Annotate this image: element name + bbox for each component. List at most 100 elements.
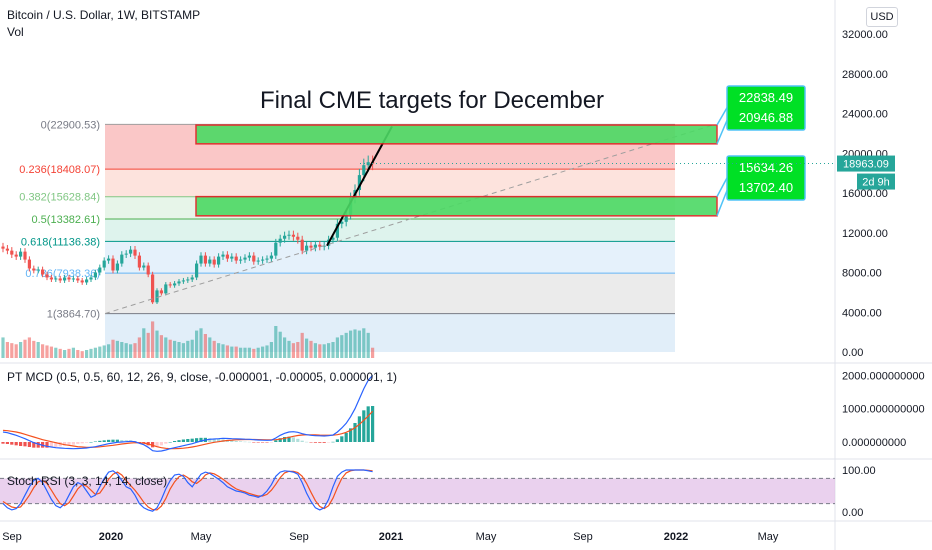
candle — [265, 258, 269, 260]
volume-bar — [137, 337, 141, 358]
candle — [102, 260, 106, 268]
volume-bar — [146, 332, 150, 358]
steep-trend-line[interactable] — [326, 125, 393, 247]
volume-bar — [199, 328, 203, 358]
macd-histogram-bar — [76, 442, 80, 444]
macd-histogram-bar — [151, 442, 155, 448]
macd-histogram-bar — [85, 442, 89, 443]
volume-bar — [371, 347, 375, 358]
macd-histogram-bar — [45, 442, 49, 448]
target-callout[interactable] — [726, 85, 806, 131]
volume-indicator-label[interactable]: Vol — [7, 25, 24, 39]
volume-bar — [278, 331, 282, 358]
volume-bar — [63, 350, 67, 358]
macd-histogram-bar — [243, 441, 247, 443]
macd-histogram-bar — [23, 442, 27, 447]
price-axis-tick: 0.00 — [842, 347, 863, 359]
candle — [173, 283, 177, 286]
candle — [340, 221, 344, 224]
fib-level-label: 1(3864.70) — [47, 309, 100, 321]
macd-histogram-bar — [256, 442, 260, 443]
annotation-text: Final CME targets for December — [260, 87, 604, 114]
candle — [199, 255, 203, 264]
macd-histogram-bar — [173, 441, 177, 442]
candle — [10, 250, 14, 255]
candle — [124, 253, 128, 255]
fib-zone — [105, 169, 675, 197]
dashed-trend-line[interactable] — [104, 123, 716, 315]
candle — [133, 249, 137, 256]
candle — [261, 259, 265, 261]
candle — [291, 234, 295, 237]
candle — [247, 255, 251, 258]
candle — [357, 175, 361, 191]
stoch-k-line — [2, 469, 373, 512]
macd-histogram-bar — [115, 439, 119, 442]
candle — [190, 277, 194, 280]
candle — [63, 277, 67, 281]
candle — [67, 277, 71, 280]
volume-bar — [159, 335, 163, 358]
volume-bar — [239, 347, 243, 358]
volume-bar — [27, 337, 31, 358]
time-axis-tick: 2020 — [99, 531, 123, 543]
candle — [41, 269, 45, 275]
time-axis-tick: May — [758, 531, 779, 543]
target-zone[interactable] — [195, 124, 718, 145]
symbol-title[interactable]: Bitcoin / U.S. Dollar, 1W, BITSTAMP — [7, 8, 201, 22]
candle — [335, 223, 339, 238]
volume-bar — [318, 344, 322, 358]
macd-histogram-bar — [71, 442, 75, 445]
candle — [234, 256, 238, 261]
bar-countdown: 2d 9h — [862, 177, 890, 189]
volume-bar — [19, 342, 23, 358]
macd-histogram-bar — [247, 441, 251, 443]
candle — [32, 268, 36, 271]
volume-bar — [5, 342, 9, 358]
macd-histogram-bar — [177, 440, 181, 442]
time-axis-tick: May — [476, 531, 497, 543]
price-axis-tick: 8000.00 — [842, 268, 882, 280]
callout-pointer — [716, 117, 729, 145]
candle — [287, 234, 291, 236]
volume-bar — [142, 328, 146, 358]
fib-level-label: 0.382(15628.84) — [19, 192, 100, 204]
macd-histogram-bar — [80, 442, 84, 444]
target-lower-value: 13702.40 — [739, 180, 793, 195]
macd-histogram-bar — [327, 442, 331, 443]
candle — [58, 278, 62, 281]
candle — [252, 255, 256, 262]
macd-histogram-bar — [111, 439, 115, 442]
macd-histogram-bar — [49, 442, 53, 448]
callout-pointer — [716, 187, 729, 217]
macd-histogram-bar — [296, 438, 300, 442]
currency-button[interactable]: USD — [866, 7, 898, 27]
macd-histogram-bar — [261, 442, 265, 443]
candle — [225, 254, 229, 259]
volume-bar — [300, 332, 304, 358]
macd-histogram-bar — [265, 442, 269, 443]
candle — [181, 280, 185, 282]
candle — [5, 248, 9, 251]
target-zone[interactable] — [195, 195, 718, 217]
macd-histogram-bar — [239, 441, 243, 442]
volume-bar — [283, 337, 287, 358]
last-price-badge[interactable] — [837, 155, 895, 172]
volume-bar — [58, 348, 62, 358]
macd-histogram-bar — [252, 442, 256, 443]
candle — [278, 238, 282, 243]
macd-histogram-bar — [107, 439, 111, 442]
macd-histogram-bar — [331, 441, 335, 443]
candle — [195, 263, 199, 278]
target-callout[interactable] — [726, 155, 806, 201]
macd-line — [2, 374, 374, 452]
macd-histogram-bar — [19, 442, 23, 446]
volume-bar — [287, 340, 291, 358]
volume-bar — [23, 339, 27, 358]
time-axis-tick: 2021 — [379, 531, 403, 543]
candle — [54, 278, 58, 280]
volume-bar — [357, 330, 361, 358]
callout-pointer — [716, 175, 729, 197]
macd-histogram-bar — [120, 440, 124, 442]
